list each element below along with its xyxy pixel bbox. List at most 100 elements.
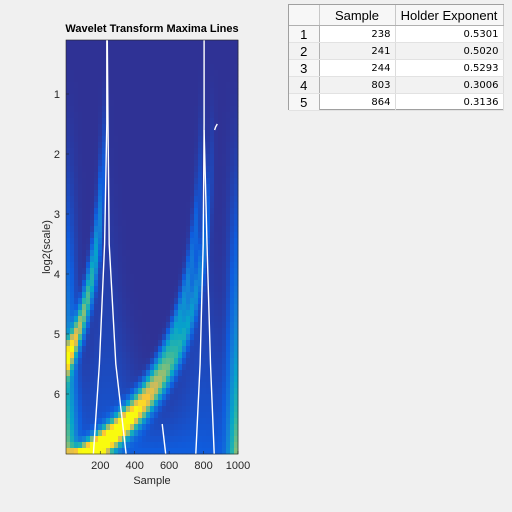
heatmap-cell [182,334,187,341]
heatmap-cell [154,238,159,245]
heatmap-cell [162,352,167,359]
heatmap-cell [174,442,179,449]
heatmap-cell [174,208,179,215]
heatmap-cell [166,298,171,305]
heatmap-cell [178,388,183,395]
heatmap-cell [166,376,171,383]
results-table[interactable]: Sample Holder Exponent 1 238 0.5301 2 24… [288,4,504,111]
heatmap-cell [142,442,147,449]
heatmap-cell [114,172,119,179]
heatmap-cell [114,88,119,95]
heatmap-cell [138,430,143,437]
heatmap-cell [190,292,195,299]
heatmap-cell [74,424,79,431]
heatmap-cell [182,178,187,185]
table-row[interactable]: 2 241 0.5020 [289,42,504,60]
sample-cell[interactable]: 241 [319,42,396,60]
heatmap-cell [230,436,235,443]
heatmap-cell [110,136,115,143]
heatmap-cell [162,166,167,173]
heatmap-cell [122,394,127,401]
heatmap-cell [106,256,111,263]
heatmap-cell [226,442,231,449]
heatmap-cell [142,412,147,419]
heatmap-cell [94,178,99,185]
heatmap-cell [114,244,119,251]
heatmap-cell [102,190,107,197]
heatmap-cell [70,316,75,323]
heatmap-cell [122,208,127,215]
heatmap-cell [146,328,151,335]
heatmap-cell [126,124,131,131]
heatmap-cell [194,364,199,371]
heatmap-cell [114,406,119,413]
heatmap-cell [90,352,95,359]
heatmap-cell [118,106,123,113]
heatmap-cell [114,274,119,281]
heatmap-cell [234,274,239,281]
heatmap-cell [174,202,179,209]
heatmap-cell [86,268,91,275]
heatmap-cell [122,316,127,323]
holder-exponent-cell[interactable]: 0.5020 [395,42,504,60]
column-header-holder-exponent[interactable]: Holder Exponent [395,5,504,26]
heatmap-cell [86,136,91,143]
heatmap-cell [90,136,95,143]
heatmap-cell [138,268,143,275]
heatmap-cell [186,190,191,197]
sample-cell[interactable]: 864 [319,93,396,111]
heatmap-cell [90,262,95,269]
heatmap-cell [110,232,115,239]
holder-exponent-cell[interactable]: 0.5293 [395,59,504,77]
heatmap-cell [70,124,75,131]
heatmap-cell [226,346,231,353]
heatmap-cell [230,376,235,383]
heatmap-cell [90,142,95,149]
heatmap-cell [130,286,135,293]
table-row[interactable]: 5 864 0.3136 [289,93,504,111]
table-row[interactable]: 3 244 0.5293 [289,59,504,77]
heatmap-cell [230,280,235,287]
heatmap-cell [166,148,171,155]
heatmap-cell [142,316,147,323]
heatmap-cell [114,136,119,143]
heatmap-cell [162,286,167,293]
heatmap-cell [110,148,115,155]
holder-exponent-cell[interactable]: 0.3136 [395,93,504,111]
heatmap-cell [206,76,211,83]
heatmap-cell [102,424,107,431]
heatmap-cell [82,118,87,125]
heatmap-cell [102,310,107,317]
heatmap-cell [230,184,235,191]
heatmap-cell [126,88,131,95]
table-row[interactable]: 1 238 0.5301 [289,25,504,43]
heatmap-cell [82,334,87,341]
heatmap-cell [134,82,139,89]
heatmap-cell [142,208,147,215]
heatmap-cell [198,184,203,191]
heatmap-cell [226,130,231,137]
column-header-sample[interactable]: Sample [319,5,396,26]
heatmap-cell [222,46,227,53]
heatmap-cell [110,58,115,65]
heatmap-cell [222,328,227,335]
sample-cell[interactable]: 803 [319,76,396,94]
heatmap-cell [154,334,159,341]
heatmap-cell [150,178,155,185]
heatmap-cell [82,58,87,65]
heatmap-cell [178,424,183,431]
holder-exponent-cell[interactable]: 0.3006 [395,76,504,94]
table-row[interactable]: 4 803 0.3006 [289,76,504,94]
heatmap-cell [150,58,155,65]
holder-exponent-cell[interactable]: 0.5301 [395,25,504,43]
heatmap-cell [82,106,87,113]
heatmap-cell [118,382,123,389]
heatmap-cell [82,352,87,359]
heatmap-cell [178,268,183,275]
heatmap-cell [186,70,191,77]
heatmap-cell [82,52,87,59]
heatmap-cell [146,304,151,311]
sample-cell[interactable]: 238 [319,25,396,43]
sample-cell[interactable]: 244 [319,59,396,77]
heatmap-cell [102,220,107,227]
